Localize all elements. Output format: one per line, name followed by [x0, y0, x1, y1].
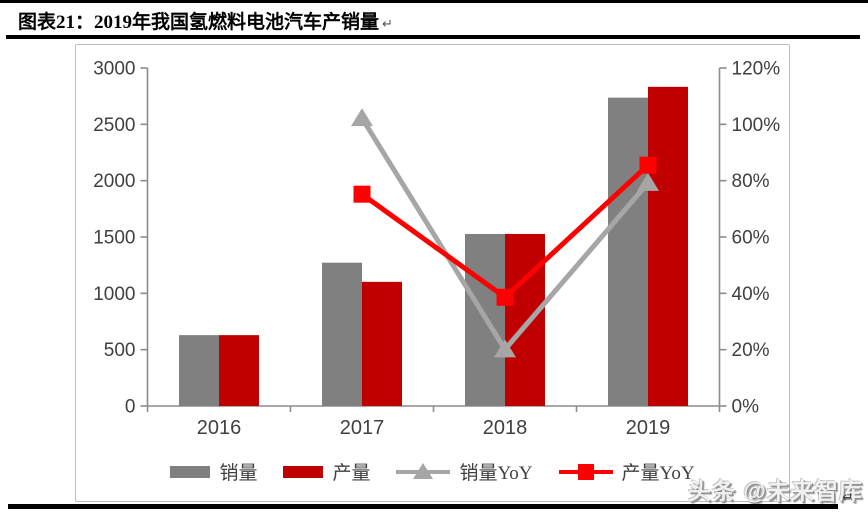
paragraph-return-mark: ↵	[382, 17, 393, 32]
bar-production-2017	[362, 281, 402, 406]
legend-item-production-yoy: 产量YoY	[558, 458, 695, 485]
square-marker	[496, 288, 514, 306]
right-axis-tick-label: 0%	[732, 397, 760, 418]
triangle-marker	[351, 108, 373, 127]
square-marker	[639, 156, 657, 174]
left-axis-tick-label: 1500	[93, 228, 135, 249]
x-axis-category-label: 2018	[483, 417, 528, 439]
legend-triangle-marker	[413, 462, 434, 479]
left-axis-tick-label: 3000	[93, 59, 135, 80]
right-axis-tick-label: 40%	[732, 284, 770, 305]
left-axis-tick-label: 2000	[93, 171, 135, 192]
legend-label-production: 产量	[332, 463, 371, 484]
triangle-marker	[494, 339, 516, 358]
bar-sales-2019	[608, 97, 648, 406]
legend-swatch-production-yoy-line	[558, 463, 613, 480]
legend-swatch-sales-yoy-line	[396, 462, 451, 479]
square-marker	[353, 185, 371, 203]
left-axis-tick-label: 1000	[93, 284, 135, 305]
legend-label-production-yoy: 产量YoY	[621, 463, 695, 484]
bar-production-2019	[648, 86, 688, 406]
bar-sales-2016	[179, 335, 219, 406]
chart-legend: 销量 产量 销量YoY 产量YoY	[76, 458, 789, 485]
watermark: 头条 @未来智库	[688, 478, 863, 504]
right-axis-tick-label: 20%	[732, 340, 770, 361]
x-axis-category-label: 2017	[340, 417, 385, 439]
bar-production-2018	[505, 233, 545, 406]
right-axis-tick-label: 100%	[732, 115, 781, 136]
footer-return-mark: ↵	[842, 490, 854, 506]
legend-item-production: 产量	[283, 458, 370, 485]
bar-sales-2017	[322, 262, 362, 406]
top-border-line	[0, 0, 868, 3]
x-axis-category-label: 2016	[197, 417, 242, 439]
legend-label-sales: 销量	[219, 463, 258, 484]
legend-swatch-production-bar	[283, 465, 324, 478]
left-axis-tick-label: 0	[125, 397, 136, 418]
combo-chart: 0 500 1000 1500 2000 2500 3000 0% 20% 40% 60% 80% 10…	[93, 59, 781, 440]
chart-container: 0 500 1000 1500 2000 2500 3000 0% 20% 40% 60% 80% 10…	[75, 44, 790, 502]
left-axis-tick-label: 2500	[93, 115, 135, 136]
right-axis-tick-label: 80%	[732, 171, 770, 192]
bottom-border-line	[8, 504, 838, 509]
bar-production-2016	[219, 335, 259, 406]
x-axis-category-label: 2019	[626, 417, 671, 439]
legend-square-marker	[577, 463, 594, 480]
title-underline	[6, 35, 860, 39]
right-axis-tick-label: 120%	[732, 59, 781, 80]
left-axis-tick-label: 500	[104, 340, 136, 361]
legend-label-sales-yoy: 销量YoY	[459, 463, 533, 484]
figure-title: 图表21：2019年我国氢燃料电池汽车产销量	[18, 12, 380, 33]
legend-item-sales-yoy: 销量YoY	[396, 458, 533, 485]
legend-swatch-sales-bar	[170, 465, 211, 478]
triangle-marker	[637, 172, 659, 191]
figure-title-row: 图表21：2019年我国氢燃料电池汽车产销量 ↵	[18, 7, 393, 34]
right-axis-tick-label: 60%	[732, 228, 770, 249]
legend-item-sales: 销量	[170, 458, 257, 485]
